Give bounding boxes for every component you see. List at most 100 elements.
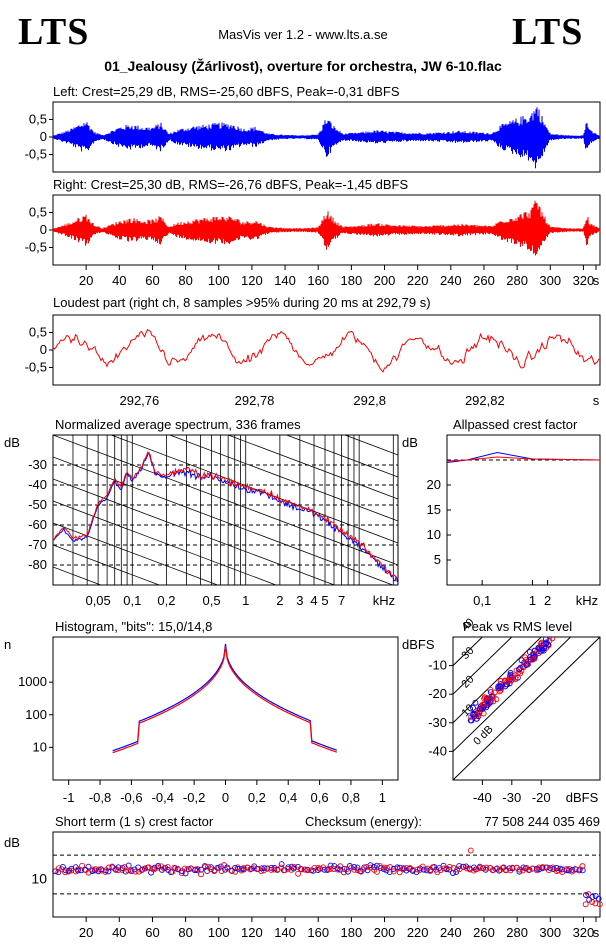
shortterm-point bbox=[493, 866, 499, 873]
shortterm-point bbox=[327, 862, 334, 869]
shortterm-point bbox=[337, 863, 344, 870]
histogram-frame bbox=[52, 636, 399, 781]
shortterm-ylabel: dB bbox=[4, 835, 20, 850]
spectrum-xtick-label: 4 bbox=[310, 593, 317, 608]
peakrms-point bbox=[536, 644, 543, 651]
shortterm-point bbox=[450, 865, 457, 871]
shortterm-point bbox=[354, 867, 361, 874]
histogram-ytick-label: 10 bbox=[33, 739, 47, 754]
spectrum-slope-line bbox=[53, 589, 398, 719]
shortterm-point bbox=[443, 865, 450, 872]
histogram-xtick-label: 1 bbox=[379, 790, 386, 805]
shortterm-point bbox=[85, 863, 92, 870]
shortterm-point bbox=[450, 870, 456, 876]
peakrms-ytick-label: -10 bbox=[428, 658, 447, 673]
spectrum-ytick-label: -50 bbox=[28, 497, 47, 512]
spectrum-slope-line bbox=[285, 435, 398, 478]
shortterm-point bbox=[579, 863, 586, 870]
spectrum-xtick-label: 0,1 bbox=[123, 593, 141, 608]
loudest-xtick-label: s bbox=[593, 393, 600, 408]
histogram-xtick-label: 0,6 bbox=[311, 790, 329, 805]
shortterm-point bbox=[55, 865, 62, 872]
shortterm-point bbox=[324, 867, 331, 873]
loudest-ytick-label: -0,5 bbox=[25, 360, 47, 375]
peakrms-diagonal-label: 30 bbox=[459, 645, 476, 662]
left-ytick-label: 0,5 bbox=[29, 112, 47, 127]
shortterm-point bbox=[582, 901, 589, 908]
spectrum-slope-line bbox=[53, 544, 161, 585]
loudest-ytick-label: 0 bbox=[40, 342, 47, 357]
spectrum-ylabel: dB bbox=[4, 435, 20, 450]
checksum-label: Checksum (energy): bbox=[305, 814, 422, 829]
allpass-curve-left bbox=[446, 451, 601, 463]
loudest-xtick-label: 292,76 bbox=[119, 393, 159, 408]
time-tick-label: 40 bbox=[112, 273, 126, 288]
spectrum-curve-left bbox=[53, 451, 398, 583]
shortterm-xtick-label: 180 bbox=[341, 925, 363, 940]
shortterm-point bbox=[340, 869, 347, 876]
peakrms-point bbox=[529, 656, 536, 663]
histogram-curve-right bbox=[112, 645, 338, 754]
histogram-ytick-label: 1000 bbox=[18, 674, 47, 689]
shortterm-point bbox=[367, 862, 374, 869]
shortterm-point bbox=[145, 864, 152, 871]
time-tick-label: 120 bbox=[241, 273, 263, 288]
allpass-xtick-label: kHz bbox=[576, 593, 598, 608]
shortterm-point bbox=[539, 864, 546, 871]
shortterm-point bbox=[264, 865, 271, 872]
left-title: Left: Crest=25,29 dB, RMS=-25,60 dBFS, P… bbox=[53, 84, 400, 99]
shortterm-xtick-label: 260 bbox=[473, 925, 495, 940]
shortterm-point bbox=[281, 867, 288, 874]
shortterm-point bbox=[446, 863, 453, 870]
peakrms-point bbox=[472, 699, 479, 706]
peakrms-point bbox=[468, 717, 475, 724]
spectrum-slope-line bbox=[227, 435, 398, 500]
shortterm-point bbox=[437, 867, 444, 874]
time-tick-label: s bbox=[593, 273, 600, 288]
spectrum-slope-line bbox=[110, 435, 398, 544]
shortterm-point bbox=[354, 864, 361, 871]
shortterm-point bbox=[555, 867, 562, 874]
shortterm-point bbox=[232, 864, 239, 871]
shortterm-point bbox=[98, 867, 105, 874]
spectrum-slope-line bbox=[53, 655, 398, 785]
shortterm-point bbox=[346, 863, 353, 869]
shortterm-point bbox=[467, 847, 474, 854]
shortterm-point bbox=[132, 868, 139, 875]
time-tick-label: 180 bbox=[341, 273, 363, 288]
shortterm-point bbox=[420, 866, 427, 873]
peakrms-diagonal-label: 20 bbox=[459, 673, 476, 690]
shortterm-point bbox=[579, 867, 586, 874]
peakrms-ytick-label: -20 bbox=[428, 686, 447, 701]
shortterm-point bbox=[483, 864, 490, 871]
shortterm-point bbox=[387, 864, 393, 870]
shortterm-point bbox=[125, 867, 132, 874]
shortterm-point bbox=[102, 868, 109, 875]
shortterm-point bbox=[399, 866, 406, 873]
spectrum-curve-right bbox=[53, 451, 398, 579]
time-tick-label: 60 bbox=[145, 273, 159, 288]
shortterm-point bbox=[583, 892, 589, 898]
right-ytick-label: 0,5 bbox=[29, 205, 47, 220]
shortterm-point bbox=[403, 865, 410, 871]
shortterm-point bbox=[525, 867, 532, 874]
peakrms-point bbox=[516, 666, 523, 673]
allpass-ylabel: dB bbox=[402, 435, 418, 450]
shortterm-point bbox=[208, 864, 214, 871]
shortterm-point bbox=[141, 865, 148, 872]
histogram-title: Histogram, "bits": 15,0/14,8 bbox=[55, 619, 212, 634]
shortterm-point bbox=[304, 867, 311, 874]
shortterm-point bbox=[351, 863, 358, 870]
peakrms-point bbox=[481, 695, 488, 702]
shortterm-point bbox=[595, 895, 602, 902]
shortterm-point bbox=[317, 865, 324, 872]
peakrms-point bbox=[487, 689, 494, 696]
shortterm-point bbox=[55, 869, 62, 876]
time-tick-label: 260 bbox=[473, 273, 495, 288]
peakrms-diagonal bbox=[453, 637, 600, 780]
shortterm-xtick-label: s bbox=[593, 925, 600, 940]
allpass-ytick-label: 20 bbox=[427, 477, 441, 492]
spectrum-xtick-label: 7 bbox=[338, 593, 345, 608]
allpass-title: Allpassed crest factor bbox=[453, 417, 578, 432]
shortterm-point bbox=[174, 865, 181, 872]
